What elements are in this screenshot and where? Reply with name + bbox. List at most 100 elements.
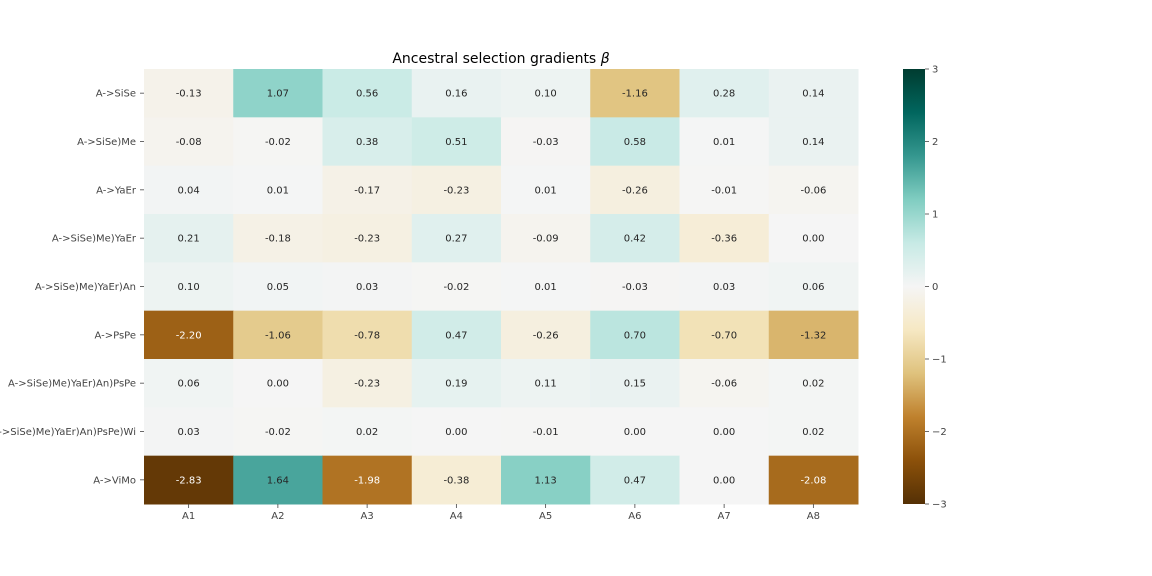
heatmap-cell — [411, 117, 502, 167]
heatmap-cell — [411, 262, 502, 312]
cell-value-label: 0.00 — [713, 475, 735, 486]
heatmap-cell — [233, 359, 323, 408]
row-labels: A->SiSe A->SiSe)Me A->YaEr A->SiSe)Me)YaEr A… — [0, 89, 144, 486]
heatmap-cell — [144, 69, 234, 118]
cell-value-label: -0.02 — [265, 427, 291, 438]
heatmap-cell — [322, 262, 413, 312]
chart-title-symbol: β — [600, 51, 610, 67]
heatmap-cell — [144, 117, 234, 167]
heatmap-cell — [322, 214, 413, 263]
heatmap-cell — [679, 214, 770, 263]
cell-value-label: -0.23 — [443, 185, 469, 196]
heatmap-cell — [501, 69, 591, 118]
cell-value-label: -1.06 — [265, 330, 291, 341]
heatmap-cell — [233, 310, 323, 360]
cell-value-label: 0.51 — [445, 137, 467, 148]
heatmap-cell — [233, 407, 323, 457]
x-tick-label: A8 — [807, 511, 820, 522]
cell-value-label: 0.38 — [356, 137, 378, 148]
cell-value-label: 0.58 — [624, 137, 646, 148]
cell-value-label: -0.78 — [354, 330, 380, 341]
y-tick-label: A->SiSe — [96, 89, 136, 100]
cell-value-label: 0.00 — [267, 379, 289, 390]
y-tick-label: A->PsPe — [95, 330, 137, 341]
heatmap-cell — [411, 455, 502, 505]
heatmap-cell — [233, 455, 323, 505]
cell-value-label: 0.10 — [534, 89, 556, 100]
cell-value-label: 0.05 — [267, 282, 289, 293]
heatmap-cell — [233, 117, 323, 167]
heatmap-cell — [679, 262, 770, 312]
cell-value-label: -2.83 — [176, 475, 202, 486]
heatmap-cell — [411, 310, 502, 360]
y-tick-label: A->SiSe)Me)YaEr)An — [35, 282, 136, 293]
colorbar-tick-label: 2 — [932, 137, 938, 148]
colorbar: 3 2 1 0 −1 −2 −3 — [903, 65, 947, 511]
heatmap-cell — [590, 359, 680, 408]
heatmap-cell — [322, 165, 413, 215]
heatmap-cell — [679, 455, 770, 505]
heatmap-cell — [590, 165, 680, 215]
colorbar-tick-label: 0 — [932, 282, 938, 293]
cell-value-label: -0.03 — [533, 137, 559, 148]
cell-value-label: 0.14 — [802, 89, 824, 100]
heatmap-cell — [322, 407, 413, 457]
heatmap-cell — [501, 455, 591, 505]
cell-value-label: -0.06 — [711, 379, 737, 390]
cell-value-label: -0.36 — [711, 234, 737, 245]
cell-value-label: -2.08 — [800, 475, 826, 486]
heatmap-cell — [144, 165, 234, 215]
heatmap-cell — [679, 310, 770, 360]
x-tick-label: A2 — [271, 511, 284, 522]
cell-value-label: 0.14 — [802, 137, 824, 148]
heatmap-cell — [768, 310, 859, 360]
cell-value-label: 0.21 — [177, 234, 199, 245]
heatmap-cell — [768, 262, 859, 312]
heatmap-cell — [590, 117, 680, 167]
cell-value-label: -1.16 — [622, 89, 648, 100]
heatmap-cell — [768, 117, 859, 167]
heatmap-cell — [590, 407, 680, 457]
cell-value-label: 0.00 — [624, 427, 646, 438]
heatmap-cell — [144, 359, 234, 408]
colorbar-tick-label: 1 — [932, 210, 938, 221]
chart-title: Ancestral selection gradients β — [392, 51, 609, 67]
y-tick-label: A->SiSe)Me)YaEr — [52, 234, 137, 245]
cell-value-label: -0.01 — [711, 185, 737, 196]
heatmap-cells: -0.13 1.07 0.56 0.16 0.10 -1.16 0.28 0.14 -0.08 -… — [144, 69, 859, 505]
heatmap-cell — [768, 407, 859, 457]
cell-value-label: -0.02 — [443, 282, 469, 293]
cell-value-label: 0.03 — [177, 427, 199, 438]
cell-value-label: -2.20 — [176, 330, 202, 341]
cell-value-label: 0.16 — [445, 89, 467, 100]
heatmap-cell — [768, 455, 859, 505]
heatmap-cell — [322, 69, 413, 118]
heatmap-cell — [501, 214, 591, 263]
heatmap-cell — [590, 310, 680, 360]
cell-value-label: -1.98 — [354, 475, 380, 486]
heatmap-cell — [144, 455, 234, 505]
heatmap-cell — [411, 214, 502, 263]
heatmap-cell — [590, 214, 680, 263]
cell-value-label: -0.17 — [354, 185, 380, 196]
cell-value-label: -0.01 — [533, 427, 559, 438]
cell-value-label: -0.23 — [354, 379, 380, 390]
x-tick-label: A5 — [539, 511, 552, 522]
cell-value-label: -0.02 — [265, 137, 291, 148]
heatmap-cell — [233, 262, 323, 312]
heatmap-cell — [411, 359, 502, 408]
cell-value-label: -1.32 — [800, 330, 826, 341]
cell-value-label: -0.06 — [800, 185, 826, 196]
cell-value-label: 0.06 — [802, 282, 824, 293]
cell-value-label: 0.01 — [534, 282, 556, 293]
cell-value-label: -0.38 — [443, 475, 469, 486]
heatmap-cell — [322, 455, 413, 505]
cell-value-label: 0.01 — [713, 137, 735, 148]
x-tick-label: A3 — [361, 511, 374, 522]
colorbar-tick-label: −3 — [932, 500, 947, 511]
heatmap-cell — [233, 165, 323, 215]
heatmap-cell — [411, 69, 502, 118]
heatmap-cell — [144, 407, 234, 457]
heatmap-cell — [768, 359, 859, 408]
cell-value-label: 0.11 — [534, 379, 556, 390]
